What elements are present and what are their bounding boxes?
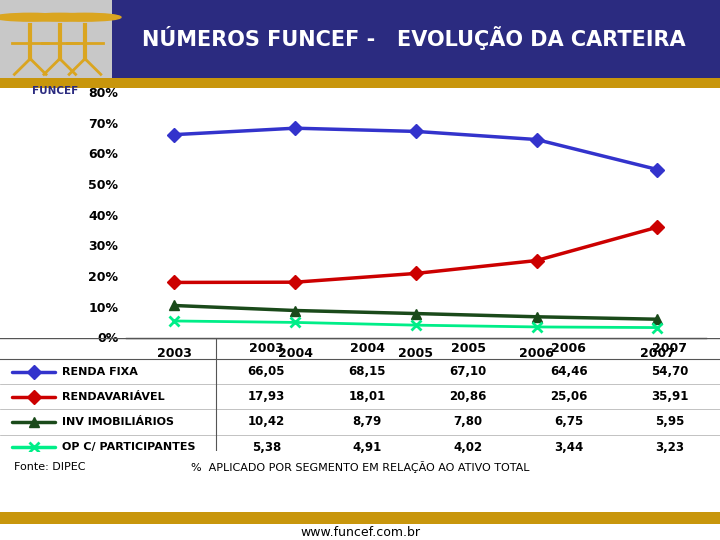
Text: 64,46: 64,46 (550, 365, 588, 378)
Bar (112, 0, 720, 78)
Text: 3,44: 3,44 (554, 441, 583, 454)
Text: %  APLICADO POR SEGMENTO EM RELAÇÃO AO ATIVO TOTAL: % APLICADO POR SEGMENTO EM RELAÇÃO AO AT… (191, 461, 529, 473)
Text: 2004: 2004 (350, 342, 384, 355)
Text: 7,80: 7,80 (454, 415, 482, 428)
Text: 25,06: 25,06 (550, 390, 588, 403)
Text: FUNCEF: FUNCEF (32, 85, 78, 96)
Text: 4,91: 4,91 (353, 441, 382, 454)
Text: 4,02: 4,02 (454, 441, 482, 454)
Text: RENDA FIXA: RENDA FIXA (62, 367, 138, 376)
Text: 68,15: 68,15 (348, 365, 386, 378)
Text: 2005: 2005 (451, 342, 485, 355)
Text: 2006: 2006 (552, 342, 586, 355)
Text: 17,93: 17,93 (248, 390, 285, 403)
Text: 5,38: 5,38 (252, 441, 281, 454)
Text: OP C/ PARTICIPANTES: OP C/ PARTICIPANTES (62, 442, 196, 452)
Text: Fonte: DIPEC: Fonte: DIPEC (14, 462, 86, 472)
Bar (0, 78, 720, 88)
Circle shape (0, 14, 66, 21)
Text: 20,86: 20,86 (449, 390, 487, 403)
Bar (0, 512, 720, 524)
Text: 5,95: 5,95 (655, 415, 684, 428)
Text: 6,75: 6,75 (554, 415, 583, 428)
Circle shape (24, 14, 96, 21)
Circle shape (49, 14, 121, 21)
Text: INV IMOBILIÁRIOS: INV IMOBILIÁRIOS (62, 417, 174, 427)
Text: NÚMEROS FUNCEF -   EVOLUÇÃO DA CARTEIRA: NÚMEROS FUNCEF - EVOLUÇÃO DA CARTEIRA (142, 25, 686, 50)
Text: RENDAVARIÁVEL: RENDAVARIÁVEL (62, 392, 165, 402)
Bar (0, 0, 112, 78)
Text: 2003: 2003 (249, 342, 284, 355)
Text: 8,79: 8,79 (353, 415, 382, 428)
Text: 18,01: 18,01 (348, 390, 386, 403)
Text: 35,91: 35,91 (651, 390, 688, 403)
Text: 66,05: 66,05 (248, 365, 285, 378)
Text: www.funcef.com.br: www.funcef.com.br (300, 526, 420, 539)
Text: 3,23: 3,23 (655, 441, 684, 454)
Text: 10,42: 10,42 (248, 415, 285, 428)
Text: 54,70: 54,70 (651, 365, 688, 378)
Text: 67,10: 67,10 (449, 365, 487, 378)
Text: 2007: 2007 (652, 342, 687, 355)
